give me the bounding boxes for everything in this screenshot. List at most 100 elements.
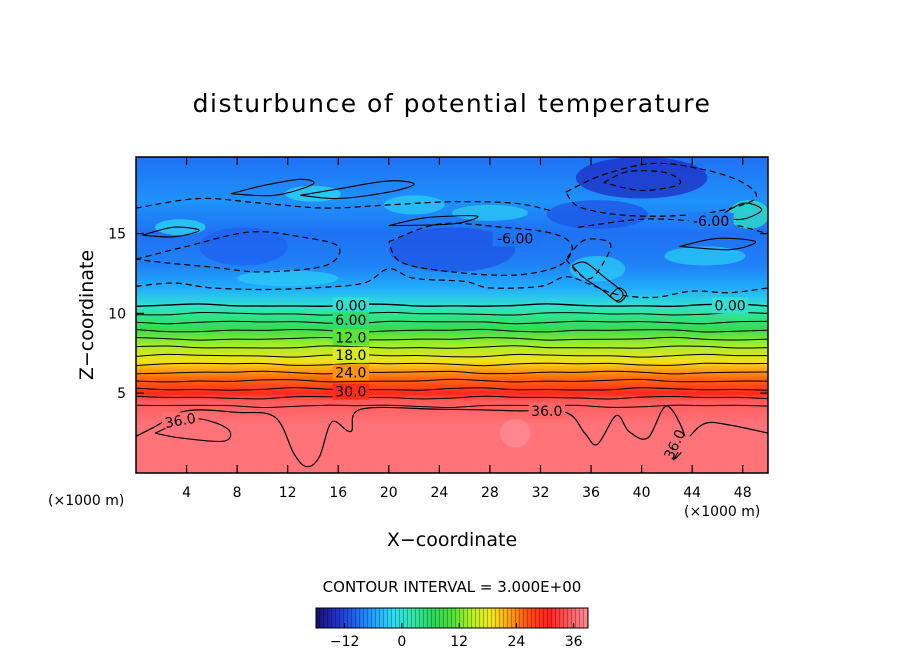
contour-line <box>136 311 768 316</box>
x-tick-label: 24 <box>430 485 448 501</box>
contour-label: -6.00 <box>693 214 729 230</box>
x-tick-label: 36 <box>582 485 600 501</box>
x-tick-label: 20 <box>380 485 398 501</box>
contour-line <box>136 395 768 400</box>
field-anomaly <box>383 195 445 215</box>
contour-line-negative <box>565 162 758 217</box>
x-tick-label: 32 <box>532 485 550 501</box>
contour-line <box>136 387 768 391</box>
colorbar-tick-label: 12 <box>450 634 468 650</box>
contour-label-bg <box>332 346 370 363</box>
field-anomaly <box>237 270 339 287</box>
contour-label-bg <box>162 412 199 429</box>
contour-line <box>136 404 768 409</box>
x-tick-label: 12 <box>279 485 297 501</box>
y-axis-label: Z−coordinate <box>76 250 98 380</box>
x-tick-label: 16 <box>329 485 347 501</box>
contour-line <box>717 202 763 221</box>
contour-line-negative <box>603 170 682 192</box>
x-tick-label: 40 <box>633 485 651 501</box>
contour-line-negative <box>136 231 341 273</box>
contour-label-bg <box>332 311 370 328</box>
field-anomaly <box>664 246 746 266</box>
contour-line <box>230 178 315 197</box>
x-axis-label: X−coordinate <box>387 529 517 551</box>
contour-label-bg <box>528 402 565 419</box>
contour-line <box>136 378 768 383</box>
contour-line-negative <box>388 222 573 276</box>
contour-label-bg <box>332 329 370 346</box>
field-anomaly <box>546 200 648 229</box>
contour-label: 12.0 <box>335 330 366 346</box>
x-unit-label-left: (×1000 m) <box>48 493 124 509</box>
field-anomaly <box>388 227 516 272</box>
contour-label-bg <box>492 230 538 247</box>
contour-line-negative <box>136 197 554 212</box>
colorbar-frame <box>315 607 589 629</box>
y-tick-label: 15 <box>108 227 126 243</box>
contour-label: 18.0 <box>335 348 366 364</box>
colorbar-ticks: −12 0 12 24 36 <box>330 623 583 650</box>
contour-line <box>136 320 768 325</box>
contour-line <box>571 261 624 302</box>
field-anomaly <box>500 418 531 448</box>
x-tick-label: 8 <box>233 485 242 501</box>
contour-label: 36.0 <box>164 411 197 432</box>
contour-label: 30.0 <box>335 385 366 401</box>
contour-label: 0.00 <box>714 298 745 314</box>
contour-label: 6.00 <box>335 313 366 329</box>
colorbar-tick-label: 0 <box>397 634 406 650</box>
contour-line <box>679 237 756 251</box>
x-unit-label-right: (×1000 m) <box>684 504 760 520</box>
contour-label-bg <box>332 364 370 381</box>
contour-label: 36.0 <box>531 404 562 420</box>
x-tick-label: 28 <box>481 485 499 501</box>
plot-frame <box>135 156 769 474</box>
field-anomaly <box>285 185 341 202</box>
contour-label: 24.0 <box>335 365 366 381</box>
contour-line <box>136 336 768 341</box>
y-tick-label: 10 <box>108 306 126 322</box>
contour-label-bg <box>332 297 370 314</box>
x-tick-label: 4 <box>182 485 191 501</box>
colorbar-stripes <box>316 608 588 628</box>
contour-label-bg <box>332 383 370 400</box>
x-axis-ticks: 4 8 12 16 20 24 28 32 36 40 44 48 <box>182 157 752 501</box>
contour-line <box>300 180 415 200</box>
contour-line <box>136 328 768 333</box>
contour-label: 0.00 <box>335 298 366 314</box>
contour-line <box>136 362 768 367</box>
contour-line <box>142 226 200 238</box>
y-tick-label: 5 <box>117 386 126 402</box>
x-tick-label: 44 <box>683 485 701 501</box>
contour-label-bg <box>711 297 749 314</box>
field-anomaly <box>199 227 288 266</box>
colorbar: −12 0 12 24 36 <box>315 607 589 650</box>
contour-line <box>136 353 768 358</box>
field-anomaly <box>569 255 626 282</box>
field-anomaly <box>452 204 528 221</box>
contour-line <box>388 215 479 227</box>
field-anomaly <box>728 200 768 229</box>
field-anomaly <box>575 157 708 199</box>
colorbar-tick-label: 24 <box>508 634 526 650</box>
contour-lines <box>136 162 768 468</box>
contour-line <box>136 303 768 308</box>
contour-interval-text: CONTOUR INTERVAL = 3.000E+00 <box>323 578 582 596</box>
contour-line-negative <box>565 238 612 280</box>
contour-label-bg <box>656 436 693 453</box>
contour-line <box>136 345 768 349</box>
contour-label: -6.00 <box>497 231 533 247</box>
colorbar-tick-label: 36 <box>565 634 583 650</box>
colorbar-tick-label: −12 <box>330 634 360 650</box>
contour-label-bg <box>688 212 734 229</box>
contour-line <box>609 287 627 303</box>
y-axis-ticks: 5 10 15 <box>108 227 768 402</box>
x-tick-label: 48 <box>734 485 752 501</box>
contour-line <box>136 370 768 375</box>
contour-line-negative <box>136 268 768 299</box>
chart-title: disturbunce of potential temperature <box>193 89 712 118</box>
